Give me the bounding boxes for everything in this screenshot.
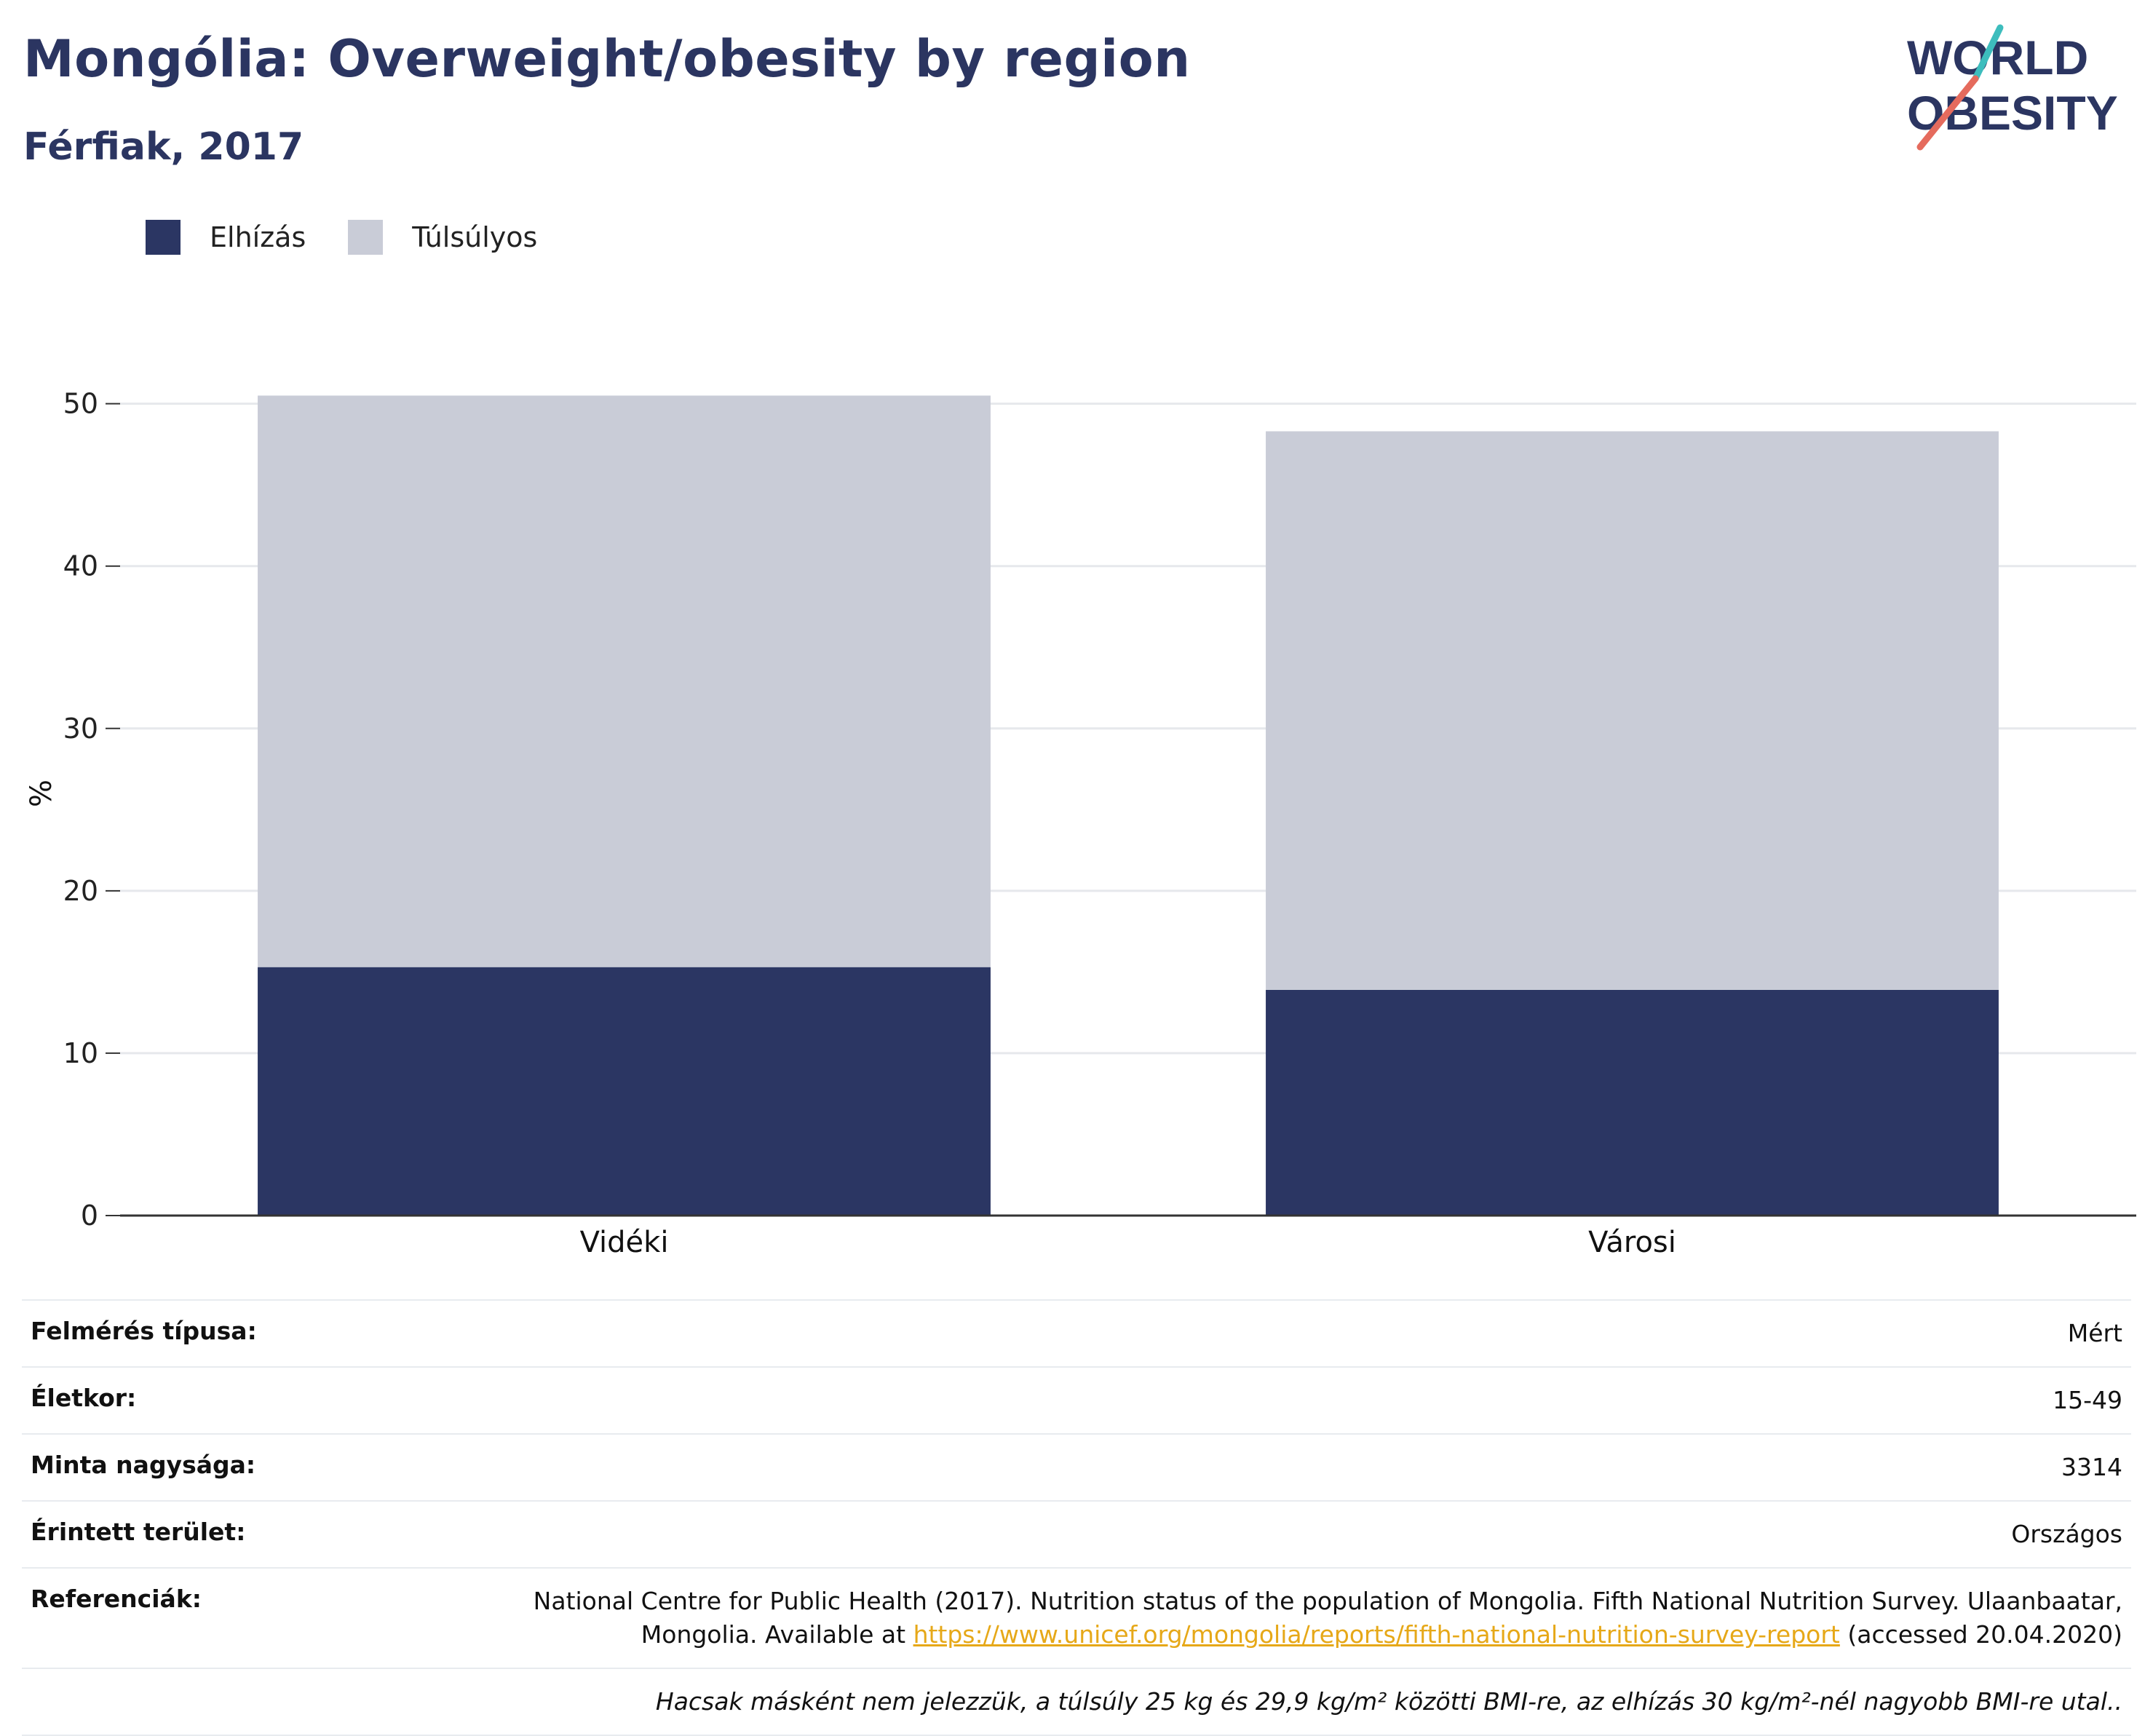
sample-size-label: Minta nagysága: xyxy=(22,1433,330,1502)
area-label: Érintett terület: xyxy=(22,1500,330,1569)
references-label: Referenciák: xyxy=(22,1567,330,1669)
world-obesity-logo: WORLD OBESITY xyxy=(1907,24,2118,151)
logo-slash-teal xyxy=(1972,24,2004,82)
y-tick-label: 40 xyxy=(63,550,98,582)
y-tick-label: 50 xyxy=(63,388,98,420)
chart-legend: Elhízás Túlsúlyos xyxy=(146,215,579,259)
page-title: Mongólia: Overweight/obesity by region xyxy=(23,29,1191,89)
legend-label-obese: Elhízás xyxy=(210,221,306,253)
survey-type-label: Felmérés típusa: xyxy=(22,1299,330,1368)
info-row-area: Érintett terület: Országos xyxy=(22,1500,2131,1569)
bar-overweight-varosi xyxy=(1266,431,1999,990)
page-subtitle: Férfiak, 2017 xyxy=(23,125,304,169)
y-axis-label: % xyxy=(25,780,58,807)
note-spacer xyxy=(22,1668,330,1736)
legend-label-overweight: Túlsúlyos xyxy=(412,221,538,253)
reference-text-line1: National Centre for Public Health (2017)… xyxy=(533,1587,2122,1615)
legend-item-obese[interactable]: Elhízás xyxy=(146,220,306,255)
y-tick-label: 30 xyxy=(63,713,98,745)
survey-info-table: Felmérés típusa: Mért Életkor: 15-49 Min… xyxy=(22,1299,2131,1736)
references-value: National Centre for Public Health (2017)… xyxy=(330,1567,2131,1669)
info-row-survey-type: Felmérés típusa: Mért xyxy=(22,1299,2131,1368)
info-row-sample-size: Minta nagysága: 3314 xyxy=(22,1433,2131,1502)
survey-type-value: Mért xyxy=(330,1299,2131,1368)
reference-link[interactable]: https://www.unicef.org/mongolia/reports/… xyxy=(913,1620,1840,1649)
age-label: Életkor: xyxy=(22,1366,330,1435)
legend-item-overweight[interactable]: Túlsúlyos xyxy=(348,220,537,255)
reference-text-after-link: (accessed 20.04.2020) xyxy=(1847,1620,2122,1649)
bar-obese-videki xyxy=(258,967,991,1216)
x-tick-label: Vidéki xyxy=(580,1226,669,1259)
reference-text-before-link: Mongolia. Available at xyxy=(641,1620,906,1649)
y-tick-label: 20 xyxy=(63,875,98,907)
y-tick-label: 0 xyxy=(81,1200,98,1232)
x-tick-label: Városi xyxy=(1588,1226,1676,1259)
area-value: Országos xyxy=(330,1500,2131,1569)
legend-swatch-overweight xyxy=(348,220,384,255)
info-row-references: Referenciák: National Centre for Public … xyxy=(22,1567,2131,1669)
age-value: 15-49 xyxy=(330,1366,2131,1435)
definition-note: Hacsak másként nem jelezzük, a túlsúly 2… xyxy=(330,1668,2131,1736)
info-row-note: Hacsak másként nem jelezzük, a túlsúly 2… xyxy=(22,1668,2131,1736)
sample-size-value: 3314 xyxy=(330,1433,2131,1502)
legend-swatch-obese xyxy=(146,220,181,255)
info-row-age: Életkor: 15-49 xyxy=(22,1366,2131,1435)
y-tick-label: 10 xyxy=(63,1037,98,1069)
bar-overweight-videki xyxy=(258,395,991,967)
bar-obese-varosi xyxy=(1266,989,1999,1216)
stacked-bar-chart: 0 10 20 30 40 50% Vidéki Városi xyxy=(25,388,2136,1259)
logo-text-obesity: OBESITY xyxy=(1907,86,2118,140)
logo-slash-coral xyxy=(1916,75,1979,151)
